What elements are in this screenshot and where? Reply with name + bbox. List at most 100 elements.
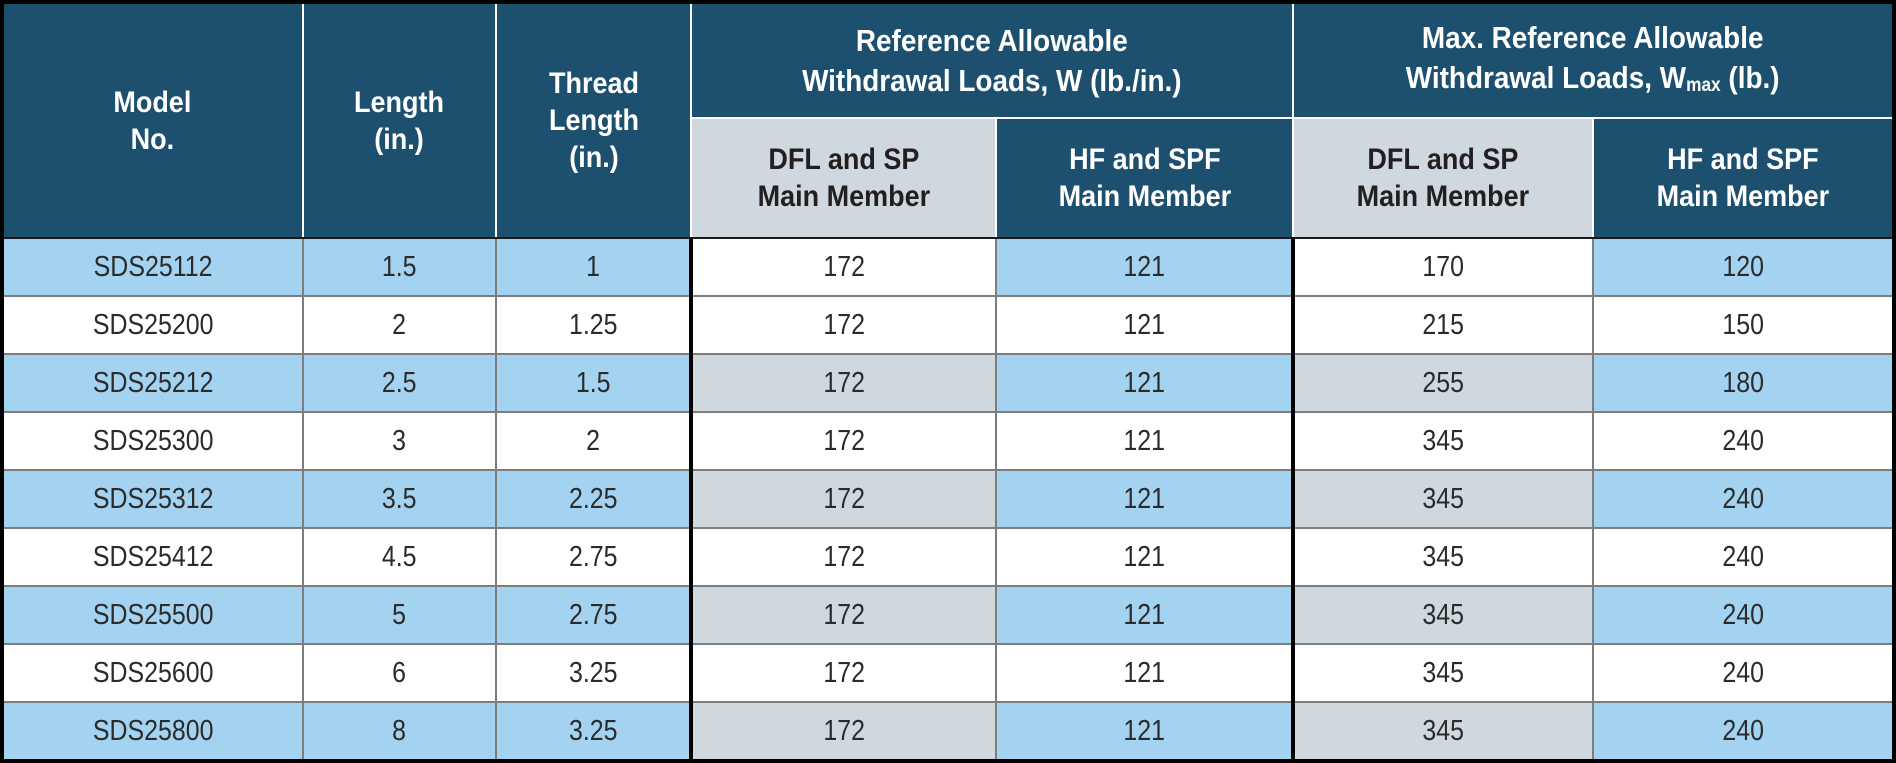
cell-max-dfl-sp: 345 [1290, 643, 1595, 703]
cell-ref-dfl-sp-value: 172 [823, 308, 866, 341]
cell-max-dfl-sp: 215 [1290, 295, 1595, 355]
header-model-line1: Model [113, 85, 192, 119]
cell-thread-length: 2 [495, 411, 693, 471]
cell-length: 8 [301, 701, 498, 762]
cell-max-hf-spf-value: 120 [1722, 250, 1764, 283]
cell-length: 2.5 [301, 353, 498, 413]
cell-ref-dfl-sp-value: 172 [823, 714, 866, 747]
cell-max-dfl-sp: 170 [1290, 237, 1595, 297]
cell-ref-dfl-sp-value: 172 [823, 482, 866, 515]
cell-ref-hf-spf: 121 [995, 585, 1294, 645]
cell-max-hf-spf-value: 240 [1722, 714, 1764, 747]
cell-thread-length: 3.25 [495, 643, 693, 703]
cell-ref-hf-spf-value: 121 [1123, 598, 1165, 631]
cell-thread-length-value: 3.25 [568, 714, 618, 747]
cell-max-dfl-sp-value: 215 [1422, 308, 1465, 341]
table-row: SDS25312 3.5 2.25 172 121 345 240 [1, 469, 1895, 529]
table-row: SDS25412 4.5 2.75 172 121 345 240 [1, 527, 1895, 587]
table-header: Model No. Length (in.) Thread Length (in… [1, 1, 1896, 239]
cell-max-hf-spf: 240 [1592, 411, 1895, 471]
cell-ref-dfl-sp-value: 172 [823, 598, 866, 631]
cell-ref-dfl-sp: 172 [689, 643, 998, 703]
cell-thread-length-value: 2.75 [568, 540, 618, 573]
cell-max-dfl-sp: 345 [1290, 469, 1595, 529]
col-group-ref-allowable: Reference Allowable Withdrawal Loads, W … [690, 1, 1294, 119]
cell-ref-dfl-sp: 172 [689, 353, 998, 413]
cell-max-hf-spf-value: 240 [1722, 656, 1764, 689]
table-row: SDS25600 6 3.25 172 121 345 240 [1, 643, 1895, 703]
cell-max-dfl-sp-value: 345 [1422, 656, 1465, 689]
header-row-groups: Model No. Length (in.) Thread Length (in… [1, 1, 1896, 239]
cell-ref-dfl-sp: 172 [689, 469, 998, 529]
cell-model: SDS25500 [1, 585, 304, 645]
cell-ref-dfl-sp-value: 172 [823, 250, 866, 283]
col-header-thread-length: Thread Length (in.) [495, 1, 693, 239]
cell-max-hf-spf-value: 240 [1722, 598, 1764, 631]
cell-thread-length: 2.75 [495, 527, 693, 587]
col-subheader-ref-hf-spf: HF and SPF Main Member [995, 117, 1294, 239]
cell-length-value: 3 [392, 424, 407, 457]
col-header-model: Model No. [1, 1, 304, 239]
cell-length: 3.5 [301, 469, 498, 529]
cell-ref-dfl-sp: 172 [689, 585, 998, 645]
max-group-line1: Max. Reference Allowable [1422, 20, 1764, 55]
wmax-subscript: max [1686, 75, 1721, 97]
cell-ref-hf-spf-value: 121 [1123, 366, 1165, 399]
cell-ref-dfl-sp-value: 172 [823, 540, 866, 573]
cell-max-dfl-sp-value: 255 [1422, 366, 1465, 399]
cell-ref-hf-spf: 121 [995, 411, 1294, 471]
cell-ref-dfl-sp-value: 172 [823, 424, 866, 457]
cell-ref-hf-spf-value: 121 [1123, 656, 1165, 689]
cell-ref-hf-spf: 121 [995, 295, 1294, 355]
cell-max-hf-spf: 150 [1592, 295, 1895, 355]
cell-max-hf-spf-value: 240 [1722, 482, 1764, 515]
cell-max-dfl-sp: 345 [1290, 527, 1595, 587]
cell-thread-length-value: 1.5 [575, 366, 611, 399]
col-subheader-max-dfl-sp: DFL and SP Main Member [1291, 117, 1595, 239]
cell-length: 5 [301, 585, 498, 645]
table-row: SDS25112 1.5 1 172 121 170 120 [1, 237, 1895, 297]
cell-model-value: SDS25412 [92, 540, 214, 573]
cell-ref-hf-spf: 121 [995, 469, 1294, 529]
cell-thread-length: 1.25 [495, 295, 693, 355]
ref-group-line2: Withdrawal Loads, W (lb./in.) [802, 62, 1182, 98]
cell-max-dfl-sp-value: 170 [1422, 250, 1465, 283]
cell-max-dfl-sp-value: 345 [1422, 598, 1465, 631]
cell-model-value: SDS25600 [92, 656, 214, 689]
cell-length: 6 [301, 643, 498, 703]
table-row: SDS25300 3 2 172 121 345 240 [1, 411, 1895, 471]
cell-max-hf-spf: 240 [1592, 527, 1895, 587]
cell-max-dfl-sp: 345 [1290, 701, 1595, 762]
cell-model: SDS25312 [1, 469, 304, 529]
cell-model: SDS25412 [1, 527, 304, 587]
cell-thread-length-value: 1 [586, 250, 601, 283]
cell-length: 4.5 [301, 527, 498, 587]
cell-max-hf-spf: 240 [1592, 469, 1895, 529]
cell-model-value: SDS25212 [92, 366, 214, 399]
ref-group-line1: Reference Allowable [856, 22, 1128, 58]
cell-ref-hf-spf: 121 [995, 353, 1294, 413]
header-model-line2: No. [131, 122, 175, 156]
cell-length-value: 2.5 [381, 366, 417, 399]
cell-ref-dfl-sp: 172 [689, 237, 998, 297]
cell-ref-hf-spf: 121 [995, 527, 1294, 587]
cell-model-value: SDS25300 [92, 424, 214, 457]
table-body: SDS25112 1.5 1 172 121 170 120 SDS25200 2 1.25 172… [1, 237, 1895, 762]
cell-ref-hf-spf-value: 121 [1123, 424, 1165, 457]
max-group-line2: Withdrawal Loads, Wmax (lb.) [1405, 60, 1780, 97]
header-thread-line3: (in.) [568, 141, 619, 174]
cell-ref-hf-spf-value: 121 [1123, 540, 1165, 573]
cell-thread-length: 1.5 [495, 353, 693, 413]
cell-model: SDS25200 [1, 295, 304, 355]
cell-max-dfl-sp-value: 345 [1422, 540, 1465, 573]
table-row: SDS25200 2 1.25 172 121 215 150 [1, 295, 1895, 355]
cell-model-value: SDS25800 [92, 714, 214, 747]
cell-length-value: 5 [392, 598, 407, 631]
cell-model-value: SDS25200 [92, 308, 214, 341]
cell-length-value: 3.5 [381, 482, 417, 515]
table-row: SDS25800 8 3.25 172 121 345 240 [1, 701, 1895, 762]
cell-thread-length: 3.25 [495, 701, 693, 762]
cell-max-dfl-sp-value: 345 [1422, 482, 1465, 515]
header-row-sub: DFL and SP Main Member HF and SPF Main M… [2, 117, 1895, 239]
